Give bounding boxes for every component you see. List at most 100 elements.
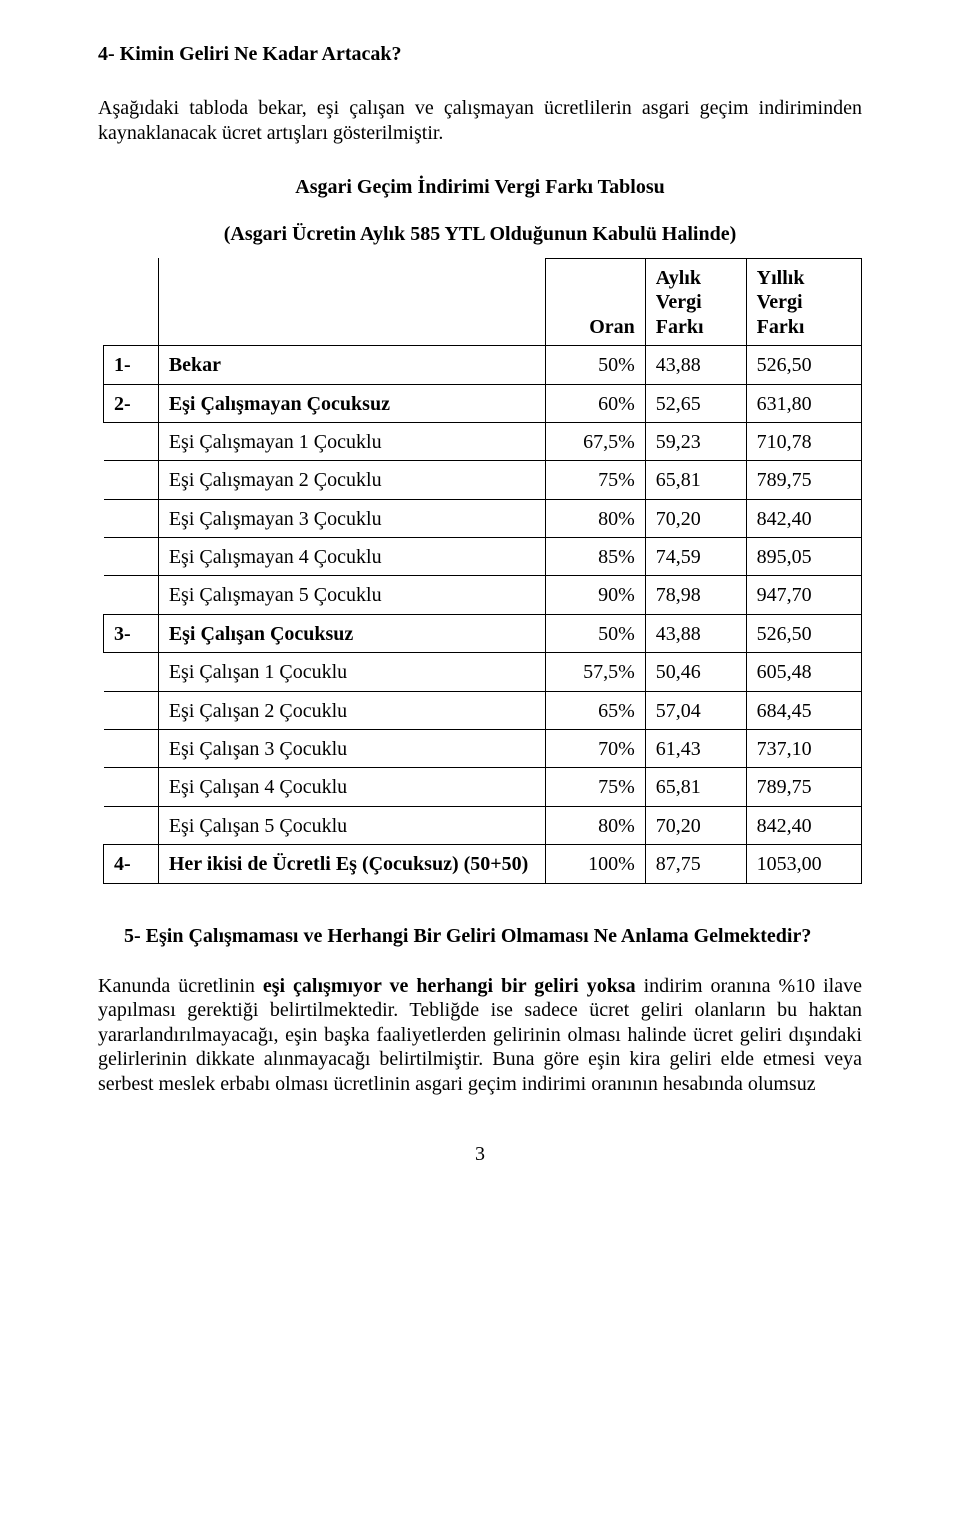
cell-yillik: 895,05 <box>746 538 861 576</box>
intro-paragraph: Aşağıdaki tabloda bekar, eşi çalışan ve … <box>98 96 862 145</box>
header-aylik-l2: Vergi <box>656 291 702 313</box>
cell-label: Eşi Çalışmayan 5 Çocuklu <box>158 576 545 614</box>
table-row: Eşi Çalışmayan 3 Çocuklu80%70,20842,40 <box>104 499 862 537</box>
cell-oran: 70% <box>546 730 646 768</box>
header-yillik-l3: Farkı <box>757 316 805 338</box>
cell-label: Her ikisi de Ücretli Eş (Çocuksuz) (50+5… <box>158 845 545 883</box>
cell-yillik: 789,75 <box>746 461 861 499</box>
cell-oran: 50% <box>546 614 646 652</box>
cell-label: Eşi Çalışan 4 Çocuklu <box>158 768 545 806</box>
section-5-heading: 5- Eşin Çalışmaması ve Herhangi Bir Geli… <box>124 924 862 948</box>
cell-num <box>104 422 159 460</box>
cell-aylik: 52,65 <box>645 384 746 422</box>
cell-yillik: 789,75 <box>746 768 861 806</box>
table-row: Eşi Çalışan 4 Çocuklu75%65,81789,75 <box>104 768 862 806</box>
cell-aylik: 87,75 <box>645 845 746 883</box>
cell-aylik: 74,59 <box>645 538 746 576</box>
header-aylik-l1: Aylık <box>656 267 701 289</box>
cell-label: Eşi Çalışmayan 4 Çocuklu <box>158 538 545 576</box>
cell-num <box>104 538 159 576</box>
header-empty-label <box>158 258 545 345</box>
cell-label: Eşi Çalışan 1 Çocuklu <box>158 653 545 691</box>
header-aylik: Aylık Vergi Farkı <box>645 258 746 345</box>
header-yillik: Yıllık Vergi Farkı <box>746 258 861 345</box>
cell-aylik: 59,23 <box>645 422 746 460</box>
cell-aylik: 65,81 <box>645 768 746 806</box>
cell-yillik: 631,80 <box>746 384 861 422</box>
cell-label: Eşi Çalışmayan Çocuksuz <box>158 384 545 422</box>
cell-num <box>104 653 159 691</box>
cell-yillik: 684,45 <box>746 691 861 729</box>
cell-oran: 80% <box>546 499 646 537</box>
document-page: 4- Kimin Geliri Ne Kadar Artacak? Aşağıd… <box>0 0 960 1206</box>
cell-yillik: 526,50 <box>746 346 861 384</box>
header-aylik-l3: Farkı <box>656 316 704 338</box>
cell-label: Eşi Çalışmayan 3 Çocuklu <box>158 499 545 537</box>
page-number: 3 <box>98 1142 862 1166</box>
cell-num: 4- <box>104 845 159 883</box>
cell-label: Eşi Çalışan 3 Çocuklu <box>158 730 545 768</box>
table-row: Eşi Çalışmayan 2 Çocuklu75%65,81789,75 <box>104 461 862 499</box>
cell-num <box>104 691 159 729</box>
cell-label: Eşi Çalışmayan 1 Çocuklu <box>158 422 545 460</box>
section-5-paragraph: Kanunda ücretlinin eşi çalışmıyor ve her… <box>98 974 862 1096</box>
header-empty-num <box>104 258 159 345</box>
cell-num <box>104 499 159 537</box>
cell-label: Bekar <box>158 346 545 384</box>
header-yillik-l2: Vergi <box>757 291 803 313</box>
cell-oran: 60% <box>546 384 646 422</box>
cell-oran: 50% <box>546 346 646 384</box>
table-row: Eşi Çalışmayan 1 Çocuklu67,5%59,23710,78 <box>104 422 862 460</box>
cell-oran: 100% <box>546 845 646 883</box>
cell-aylik: 43,88 <box>645 614 746 652</box>
table-row: Eşi Çalışan 2 Çocuklu65%57,04684,45 <box>104 691 862 729</box>
cell-aylik: 70,20 <box>645 499 746 537</box>
cell-oran: 57,5% <box>546 653 646 691</box>
cell-oran: 90% <box>546 576 646 614</box>
table-title: Asgari Geçim İndirimi Vergi Farkı Tablos… <box>98 175 862 199</box>
header-oran: Oran <box>546 258 646 345</box>
table-subtitle: (Asgari Ücretin Aylık 585 YTL Olduğunun … <box>98 222 862 246</box>
cell-num <box>104 576 159 614</box>
cell-aylik: 43,88 <box>645 346 746 384</box>
cell-yillik: 842,40 <box>746 499 861 537</box>
table-row: Eşi Çalışan 3 Çocuklu70%61,43737,10 <box>104 730 862 768</box>
cell-oran: 85% <box>546 538 646 576</box>
table-header-row: Oran Aylık Vergi Farkı Yıllık Vergi Fark… <box>104 258 862 345</box>
table-row: 3-Eşi Çalışan Çocuksuz50%43,88526,50 <box>104 614 862 652</box>
header-yillik-l1: Yıllık <box>757 267 805 289</box>
cell-yillik: 947,70 <box>746 576 861 614</box>
cell-aylik: 50,46 <box>645 653 746 691</box>
cell-label: Eşi Çalışan Çocuksuz <box>158 614 545 652</box>
table-row: Eşi Çalışmayan 5 Çocuklu90%78,98947,70 <box>104 576 862 614</box>
section-4-heading: 4- Kimin Geliri Ne Kadar Artacak? <box>98 42 862 66</box>
cell-oran: 65% <box>546 691 646 729</box>
vergi-farki-table: Oran Aylık Vergi Farkı Yıllık Vergi Fark… <box>103 258 862 884</box>
cell-aylik: 61,43 <box>645 730 746 768</box>
table-row: 4-Her ikisi de Ücretli Eş (Çocuksuz) (50… <box>104 845 862 883</box>
table-row: Eşi Çalışan 5 Çocuklu80%70,20842,40 <box>104 806 862 844</box>
cell-yillik: 842,40 <box>746 806 861 844</box>
cell-num: 2- <box>104 384 159 422</box>
table-row: Eşi Çalışmayan 4 Çocuklu85%74,59895,05 <box>104 538 862 576</box>
cell-label: Eşi Çalışmayan 2 Çocuklu <box>158 461 545 499</box>
cell-yillik: 526,50 <box>746 614 861 652</box>
table-body: 1-Bekar50%43,88526,502-Eşi Çalışmayan Ço… <box>104 346 862 883</box>
cell-oran: 67,5% <box>546 422 646 460</box>
table-row: Eşi Çalışan 1 Çocuklu57,5%50,46605,48 <box>104 653 862 691</box>
table-row: 1-Bekar50%43,88526,50 <box>104 346 862 384</box>
cell-aylik: 57,04 <box>645 691 746 729</box>
cell-label: Eşi Çalışan 5 Çocuklu <box>158 806 545 844</box>
cell-oran: 75% <box>546 461 646 499</box>
cell-label: Eşi Çalışan 2 Çocuklu <box>158 691 545 729</box>
cell-yillik: 737,10 <box>746 730 861 768</box>
table-row: 2-Eşi Çalışmayan Çocuksuz60%52,65631,80 <box>104 384 862 422</box>
para5-bold: eşi çalışmıyor ve herhangi bir geliri yo… <box>263 975 636 997</box>
cell-aylik: 65,81 <box>645 461 746 499</box>
cell-yillik: 1053,00 <box>746 845 861 883</box>
cell-num <box>104 730 159 768</box>
cell-aylik: 78,98 <box>645 576 746 614</box>
cell-yillik: 710,78 <box>746 422 861 460</box>
cell-num <box>104 768 159 806</box>
cell-oran: 75% <box>546 768 646 806</box>
